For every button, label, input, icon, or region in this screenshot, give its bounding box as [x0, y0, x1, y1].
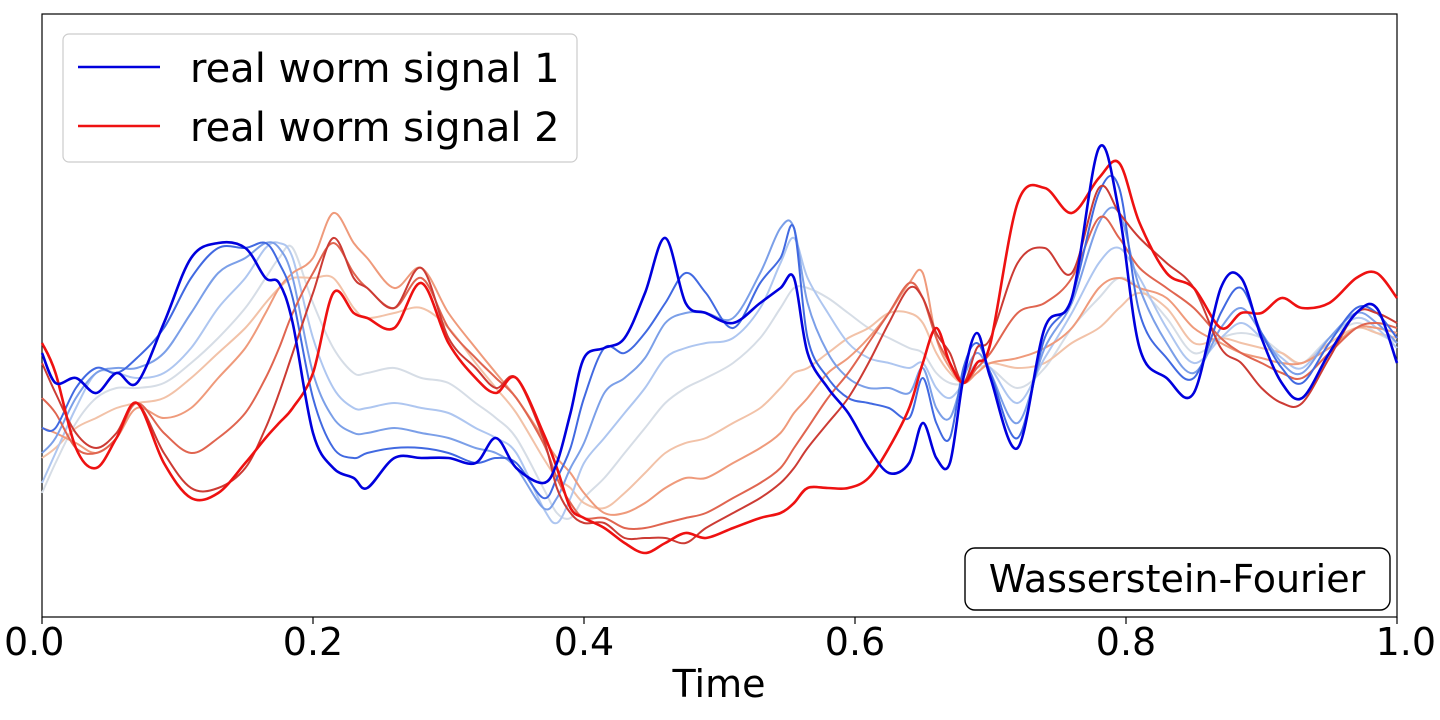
series-line-9	[41, 184, 1398, 545]
legend-box	[62, 33, 578, 163]
series-line-1	[40, 144, 1399, 490]
x-tick-label-5: 1.0	[1376, 620, 1436, 664]
x-tick-label-1: 0.2	[283, 620, 343, 664]
x-tick-label-0: 0.0	[4, 620, 64, 664]
series-line-8	[41, 215, 1398, 530]
legend: real worm signal 1 real worm signal 2	[62, 33, 578, 163]
x-axis-label: Time	[672, 662, 766, 706]
series-line-7	[41, 211, 1398, 516]
series-line-4	[41, 236, 1398, 525]
x-tick-label-2: 0.4	[554, 620, 614, 664]
series-line-2	[41, 174, 1398, 500]
x-axis: 0.0 0.2 0.4 0.6 0.8 1.0	[4, 617, 1436, 664]
annotation-box: Wasserstein-Fourier	[964, 547, 1391, 611]
legend-label-series-1: real worm signal 1	[190, 46, 560, 92]
series-line-10	[40, 159, 1399, 555]
legend-label-series-2: real worm signal 2	[190, 105, 560, 151]
series-line-3	[41, 206, 1398, 511]
series-layer	[40, 144, 1399, 555]
x-tick-label-3: 0.6	[825, 620, 885, 664]
annotation-frame	[964, 547, 1391, 611]
x-tick-label-4: 0.8	[1096, 620, 1156, 664]
annotation-label: Wasserstein-Fourier	[989, 557, 1366, 601]
